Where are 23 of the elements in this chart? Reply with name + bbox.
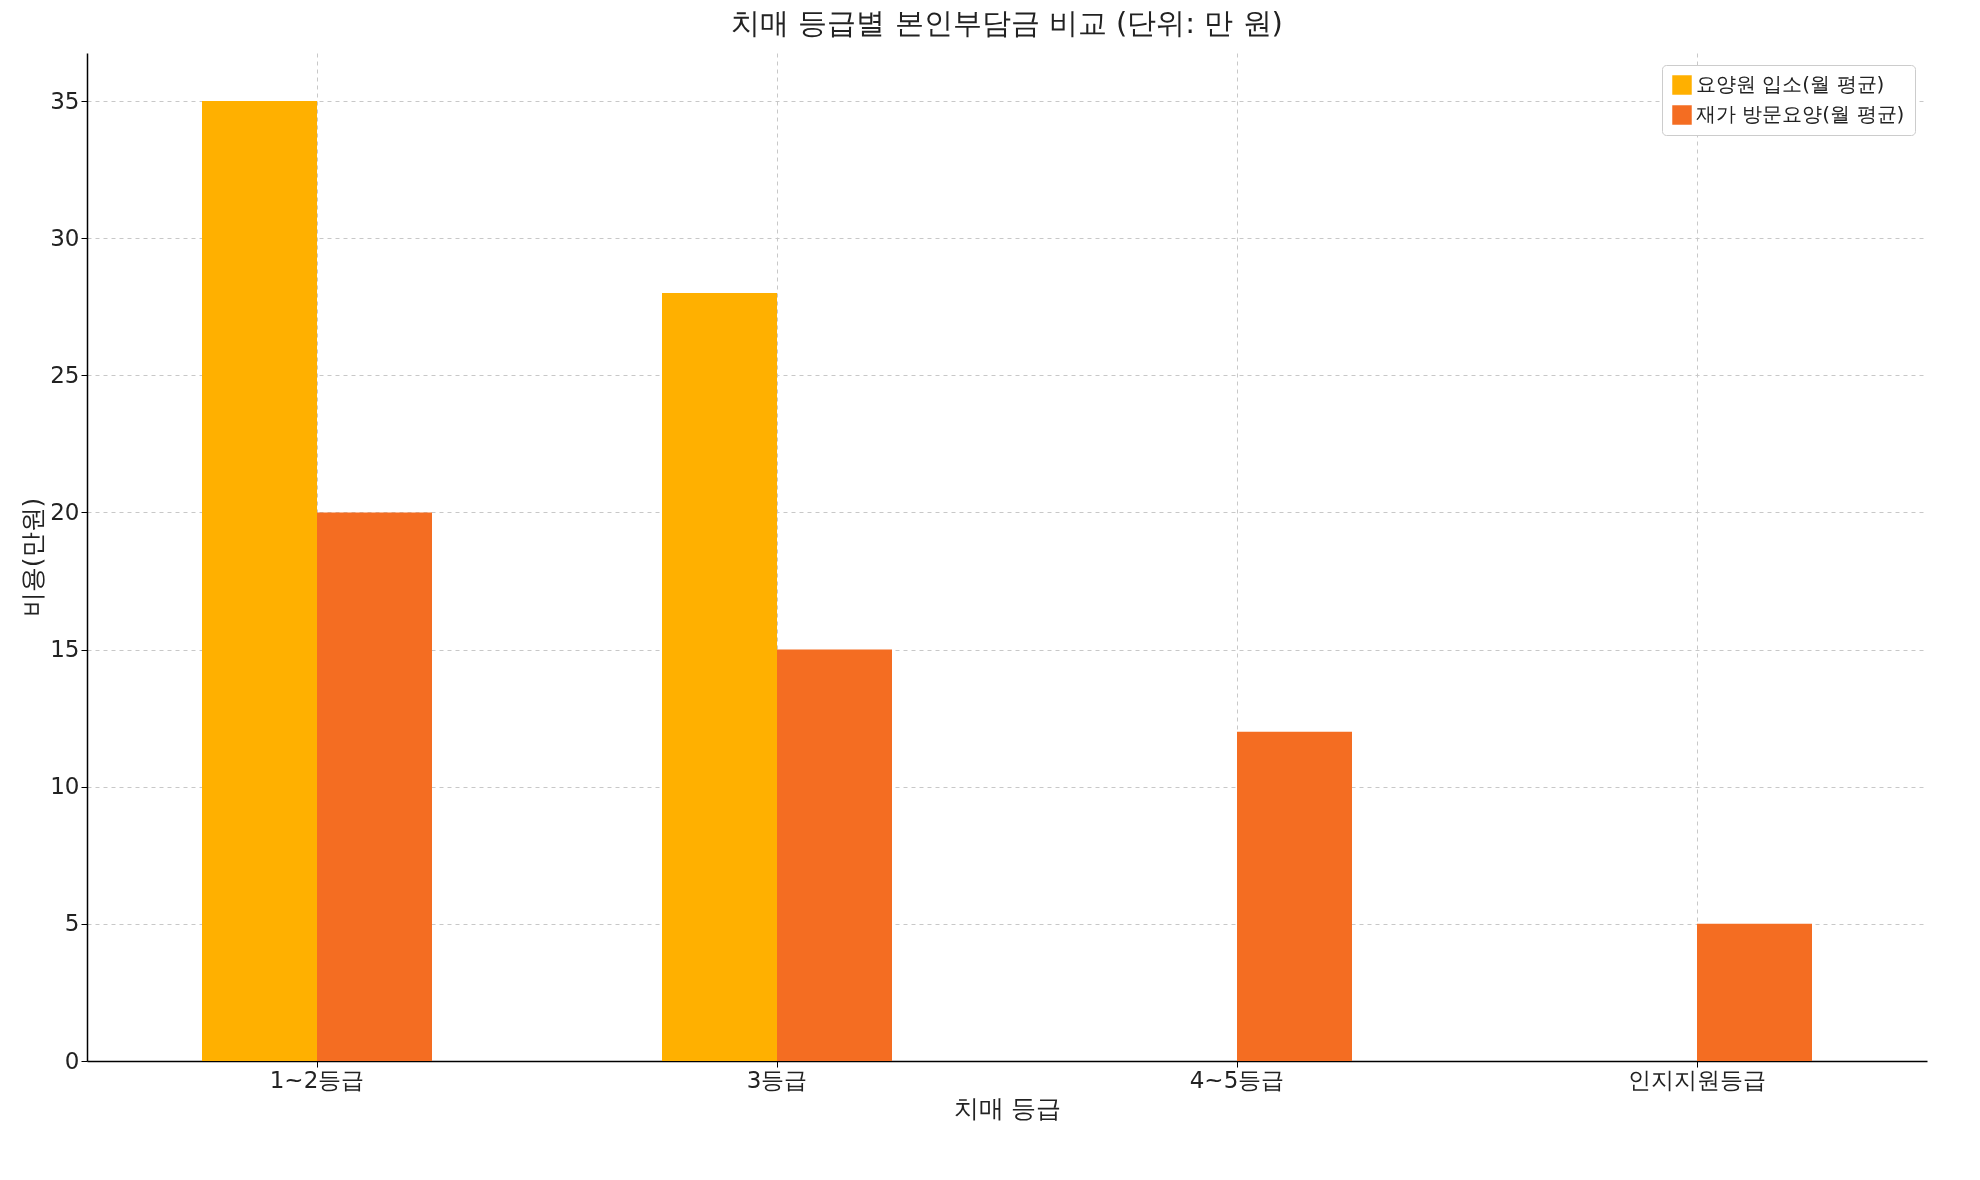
x-tick-label: 4~5등급 bbox=[1189, 1066, 1285, 1093]
legend-label: 재가 방문요양(월 평균) bbox=[1696, 102, 1905, 126]
y-tick-label: 30 bbox=[50, 224, 80, 251]
bar bbox=[1237, 731, 1352, 1061]
y-tick-label: 25 bbox=[50, 361, 80, 388]
x-axis-title: 치매 등급 bbox=[953, 1093, 1062, 1123]
y-tick-label: 15 bbox=[50, 636, 80, 663]
x-tick-label: 1~2등급 bbox=[269, 1066, 365, 1093]
chart-title: 치매 등급별 본인부담금 비교 (단위: 만 원) bbox=[731, 6, 1283, 40]
bar bbox=[317, 512, 432, 1061]
y-tick-label: 35 bbox=[50, 87, 80, 114]
y-axis-title: 비용(만원) bbox=[18, 497, 48, 618]
y-tick-label: 20 bbox=[50, 498, 80, 525]
x-tick-label: 인지지원등급 bbox=[1628, 1066, 1766, 1093]
bar bbox=[202, 101, 317, 1061]
legend-label: 요양원 입소(월 평균) bbox=[1696, 72, 1885, 96]
y-tick-label: 10 bbox=[50, 773, 80, 800]
x-tick-label: 3등급 bbox=[746, 1066, 808, 1093]
y-tick-label: 0 bbox=[64, 1047, 80, 1074]
y-tick-label: 5 bbox=[64, 910, 80, 937]
bar bbox=[662, 293, 777, 1061]
bar bbox=[777, 649, 892, 1061]
bar bbox=[1697, 923, 1812, 1061]
